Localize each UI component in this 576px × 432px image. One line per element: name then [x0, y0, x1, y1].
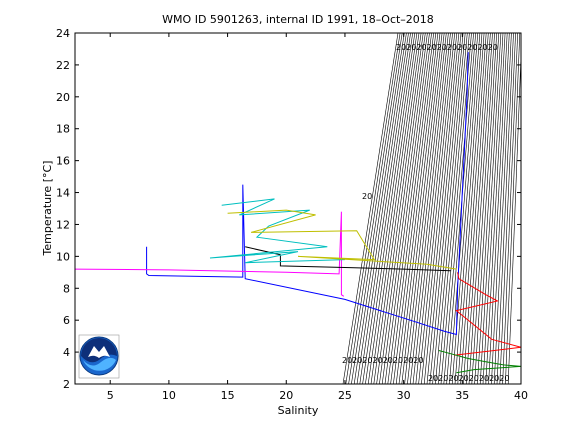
- isopycnal-line: [376, 33, 424, 384]
- isopycnal-line: [370, 33, 420, 384]
- x-tick-label: 20: [279, 389, 293, 402]
- y-tick-label: 10: [56, 250, 70, 263]
- isopycnal-line: [493, 33, 512, 384]
- x-tick-label: 30: [397, 389, 411, 402]
- isopycnal-line: [435, 33, 468, 384]
- isopycnal-line: [390, 33, 434, 384]
- isopycnal-line: [415, 33, 453, 384]
- isopycnal-line: [393, 33, 437, 384]
- isopycnal-line: [429, 33, 464, 384]
- isopycnal-line: [418, 33, 455, 384]
- x-tick-label: 25: [338, 389, 352, 402]
- isopycnal-line: [463, 33, 489, 384]
- y-tick-label: 4: [63, 346, 70, 359]
- isopycnal-line: [477, 33, 500, 384]
- y-axis-label: Temperature [°C]: [41, 161, 54, 257]
- isopycnal-line: [401, 33, 443, 384]
- y-tick-label: 2: [63, 378, 70, 391]
- isopycnal-line: [348, 33, 403, 384]
- isopycnal-line: [398, 33, 441, 384]
- isopycnal-line: [426, 33, 462, 384]
- isopycnal-label-bottom-right: 2020202020202020: [428, 374, 509, 383]
- x-axis-label: Salinity: [278, 404, 319, 417]
- isopycnal-line: [468, 33, 493, 384]
- isopycnal-label-bottom-left: 2020202020202020: [342, 356, 423, 365]
- y-tick-label: 18: [56, 123, 70, 136]
- isopycnal-line: [457, 33, 485, 384]
- isopycnal-line: [353, 33, 407, 384]
- isopycnal-line: [404, 33, 445, 384]
- x-tick-label: 5: [107, 389, 114, 402]
- isopycnal-line: [409, 33, 449, 384]
- series-line-4: [209, 198, 345, 264]
- isopycnal-line: [471, 33, 495, 384]
- isopycnal-line: [423, 33, 460, 384]
- isopycnal-line: [356, 33, 409, 384]
- isopycnal-line: [384, 33, 430, 384]
- isopycnal-line: [359, 33, 411, 384]
- isopycnal-line: [412, 33, 451, 384]
- isopycnal-line: [499, 33, 516, 384]
- isopycnal-line: [465, 33, 491, 384]
- isopycnal-line: [432, 33, 466, 384]
- x-tick-label: 10: [162, 389, 176, 402]
- series-line-7: [438, 350, 521, 374]
- series-line-1: [146, 52, 469, 336]
- isopycnal-line: [395, 33, 439, 384]
- isopycnal-line: [505, 33, 521, 384]
- isopycnal-line: [342, 33, 399, 384]
- isopycnal-line: [474, 33, 497, 384]
- isopycnal-line: [437, 33, 470, 384]
- isopycnal-line: [345, 33, 401, 384]
- series-layer: [75, 52, 521, 374]
- isopycnal-label-mid: 20: [362, 192, 372, 201]
- isopycnal-line: [502, 33, 518, 384]
- isopycnal-line: [454, 33, 483, 384]
- isopycnal-line: [362, 33, 413, 384]
- x-tick-label: 15: [221, 389, 235, 402]
- isopycnal-line: [440, 33, 472, 384]
- y-tick-label: 16: [56, 155, 70, 168]
- isopycnal-line: [367, 33, 418, 384]
- plot-frame: [74, 32, 522, 385]
- isopycnal-labels: 20202020202020202020 2020202020202020 20…: [342, 43, 509, 383]
- series-line-6: [454, 272, 521, 356]
- y-tick-label: 6: [63, 314, 70, 327]
- y-tick-label: 22: [56, 59, 70, 72]
- chart-title: WMO ID 5901263, internal ID 1991, 18–Oct…: [162, 13, 434, 26]
- series-line-2: [75, 211, 345, 297]
- x-tick-label: 35: [455, 389, 469, 402]
- isopycnal-line: [373, 33, 422, 384]
- isopycnal-lines: [342, 33, 521, 384]
- isopycnal-line: [379, 33, 426, 384]
- isopycnal-line: [449, 33, 479, 384]
- isopycnal-line: [507, 48, 521, 384]
- isopycnal-line: [496, 33, 514, 384]
- noaa-logo: [78, 334, 120, 379]
- x-tick-label: 40: [514, 389, 528, 402]
- y-tick-label: 14: [56, 187, 70, 200]
- isopycnal-line: [485, 33, 506, 384]
- isopycnal-line: [407, 33, 447, 384]
- isopycnal-line: [387, 33, 432, 384]
- isopycnal-line: [491, 33, 510, 384]
- isopycnal-line: [479, 33, 502, 384]
- isopycnal-line: [351, 33, 405, 384]
- isopycnal-line: [460, 33, 487, 384]
- series-line-5: [227, 209, 457, 270]
- isopycnal-line: [488, 33, 508, 384]
- isopycnal-line: [365, 33, 416, 384]
- x-axis: 5 10 15 20 25 30 35 40: [107, 33, 528, 402]
- y-tick-label: 20: [56, 91, 70, 104]
- y-tick-label: 12: [56, 218, 70, 231]
- isopycnal-label-top: 20202020202020202020: [396, 43, 498, 52]
- isopycnal-line: [443, 33, 474, 384]
- y-tick-label: 8: [63, 282, 70, 295]
- y-tick-label: 24: [56, 27, 70, 40]
- isopycnal-line: [482, 33, 504, 384]
- isopycnal-line: [381, 33, 428, 384]
